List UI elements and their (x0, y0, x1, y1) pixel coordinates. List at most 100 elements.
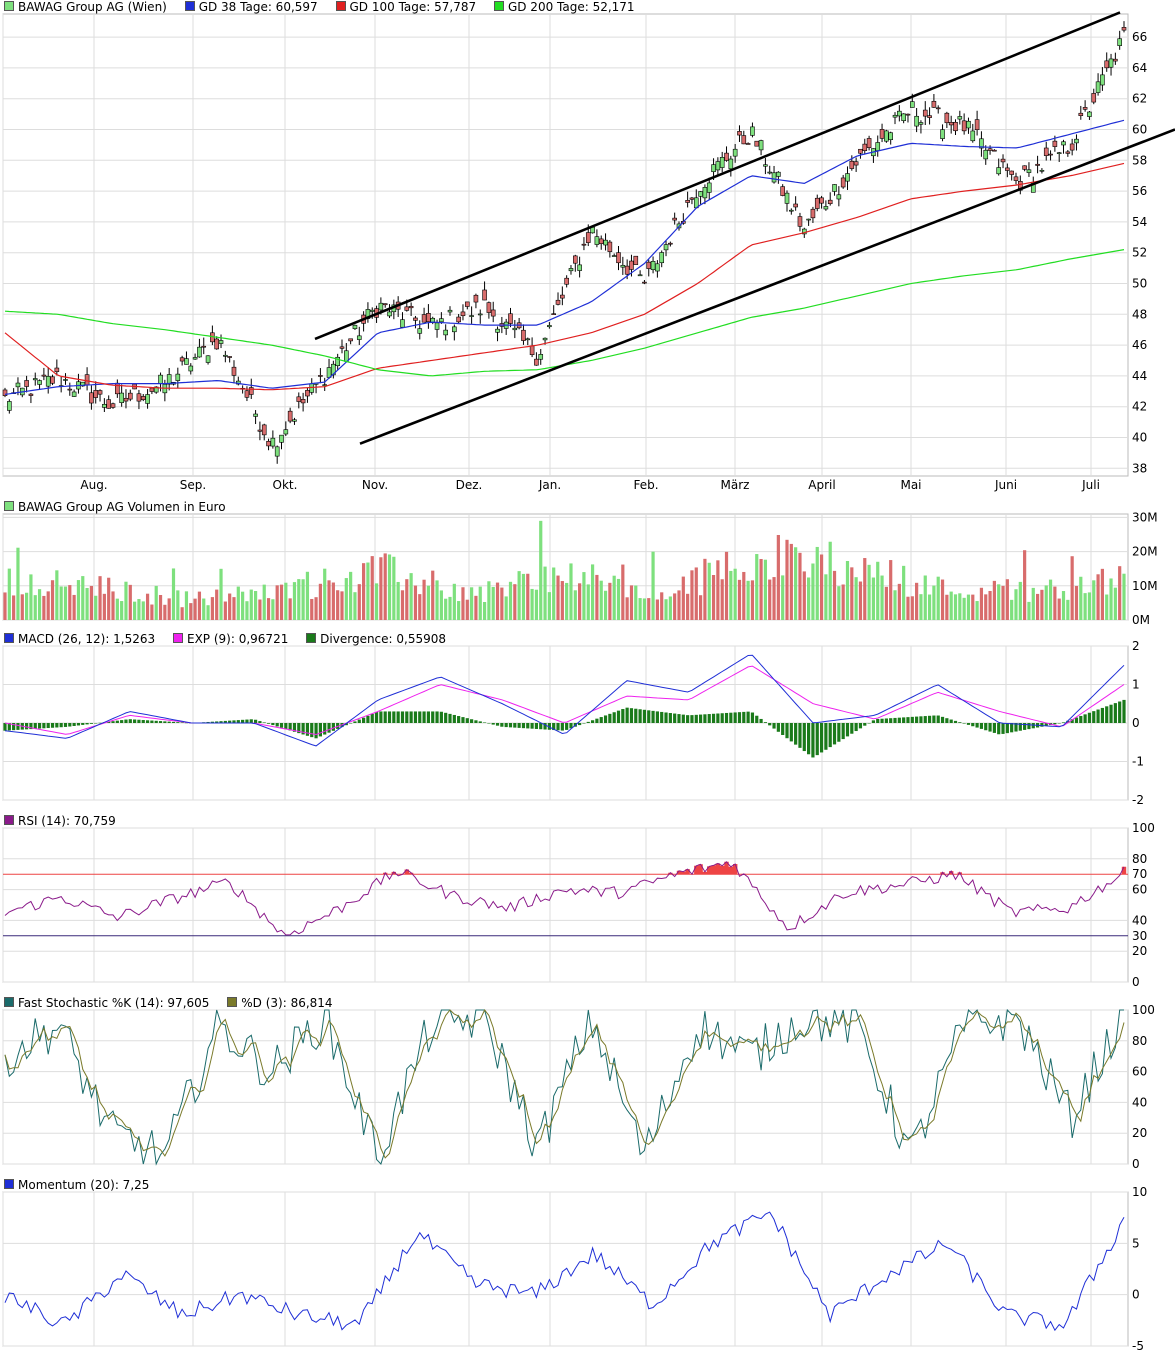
candle-down (1048, 153, 1053, 156)
candle-down (508, 313, 513, 324)
volume-bar (616, 578, 621, 620)
volume-bar (720, 579, 724, 620)
divergence-bar (154, 720, 158, 723)
volume-bar (1057, 598, 1061, 620)
candle-up (706, 182, 712, 193)
divergence-bar (418, 711, 422, 723)
legend-exp: EXP (9): 0,96721 (173, 632, 288, 646)
divergence-bar (841, 723, 845, 740)
divergence-bar (357, 719, 361, 723)
volume-bar (508, 581, 513, 620)
candle-up (983, 149, 989, 160)
candle-up (763, 164, 768, 167)
divergence-bar (616, 710, 621, 723)
volume-bar (310, 598, 314, 620)
divergence-bar (629, 708, 634, 723)
divergence-bar (940, 716, 945, 723)
volume-bar (1079, 576, 1083, 620)
candle-up (344, 350, 349, 362)
volume-bar (223, 601, 227, 620)
divergence-bar (271, 723, 275, 726)
volume-bar (141, 601, 145, 620)
divergence-bar (241, 719, 245, 723)
volume-bar (677, 590, 681, 620)
volume-bar (578, 583, 582, 620)
volume-bar (530, 588, 534, 620)
volume-bar (219, 568, 223, 620)
divergence-bar (249, 719, 253, 723)
volume-bar (811, 563, 815, 620)
legend-stoch-d: %D (3): 86,814 (227, 996, 333, 1010)
volume-bar (232, 597, 236, 620)
candle-down (564, 277, 569, 285)
candle-down (581, 243, 587, 246)
swatch-icon (4, 633, 14, 643)
volume-bar (539, 520, 543, 620)
stoch-k-line (4, 1008, 1124, 1166)
volume-bar (392, 556, 396, 620)
divergence-bar (936, 715, 940, 723)
candle-up (637, 274, 643, 277)
divergence-bar (599, 717, 603, 723)
volume-bar (543, 566, 547, 620)
divergence-bar (729, 712, 733, 723)
divergence-bar (953, 720, 958, 723)
candle-down (935, 107, 941, 110)
divergence-bar (478, 721, 482, 723)
candle-down (248, 387, 254, 395)
divergence-bar (253, 719, 258, 723)
candle-down (456, 316, 461, 323)
volume-bar (629, 585, 634, 620)
stoch-legend: Fast Stochastic %K (14): 97,605 %D (3): … (4, 996, 347, 1010)
divergence-bar (716, 713, 720, 723)
divergence-bar (12, 723, 16, 731)
divergence-bar (115, 720, 119, 723)
candle-down (819, 197, 824, 204)
volume-bar (266, 598, 271, 620)
divergence-bar (383, 711, 387, 723)
candle-up (443, 329, 448, 336)
y-tick-label: 100 (1132, 1003, 1155, 1017)
volume-bar (1014, 589, 1018, 620)
divergence-bar (638, 709, 642, 723)
candle-down (1005, 167, 1010, 171)
candle-up (158, 374, 163, 384)
swatch-icon (335, 1, 346, 11)
volume-bar (340, 591, 344, 620)
divergence-bar (1053, 723, 1057, 725)
candle-down (1052, 140, 1058, 147)
volume-bar (958, 593, 962, 620)
x-label: Nov. (362, 478, 388, 492)
candle-down (382, 303, 388, 306)
candle-down (54, 367, 60, 372)
candle-down (1022, 165, 1027, 170)
volume-bar (1018, 581, 1022, 620)
volume-bar (915, 582, 919, 620)
divergence-bar (431, 711, 435, 723)
y-tick-label: 0 (1132, 1157, 1140, 1171)
divergence-bar (448, 713, 452, 723)
divergence-bar (3, 723, 7, 731)
legend-macd: MACD (26, 12): 1,5263 (4, 632, 155, 646)
candle-up (577, 264, 582, 271)
candle-down (123, 397, 129, 402)
volume-bar (768, 579, 772, 620)
divergence-bar (59, 723, 63, 728)
candle-down (616, 252, 621, 264)
legend-divergence: Divergence: 0,55908 (306, 632, 446, 646)
y-tick-label: 38 (1132, 461, 1147, 475)
candle-down (646, 261, 652, 269)
x-label: Aug. (80, 478, 107, 492)
y-tick-label: 30M (1132, 510, 1158, 524)
candle-down (244, 390, 250, 398)
volume-bar (245, 601, 249, 620)
volume-bar (197, 591, 202, 620)
candle-down (853, 161, 859, 166)
candle-down (426, 313, 431, 323)
rsi-frame (2, 827, 1129, 983)
divergence-bar (305, 723, 310, 736)
divergence-bar (1044, 723, 1048, 726)
volume-bar (547, 592, 551, 620)
divergence-bar (720, 713, 724, 723)
candle-up (728, 158, 734, 170)
